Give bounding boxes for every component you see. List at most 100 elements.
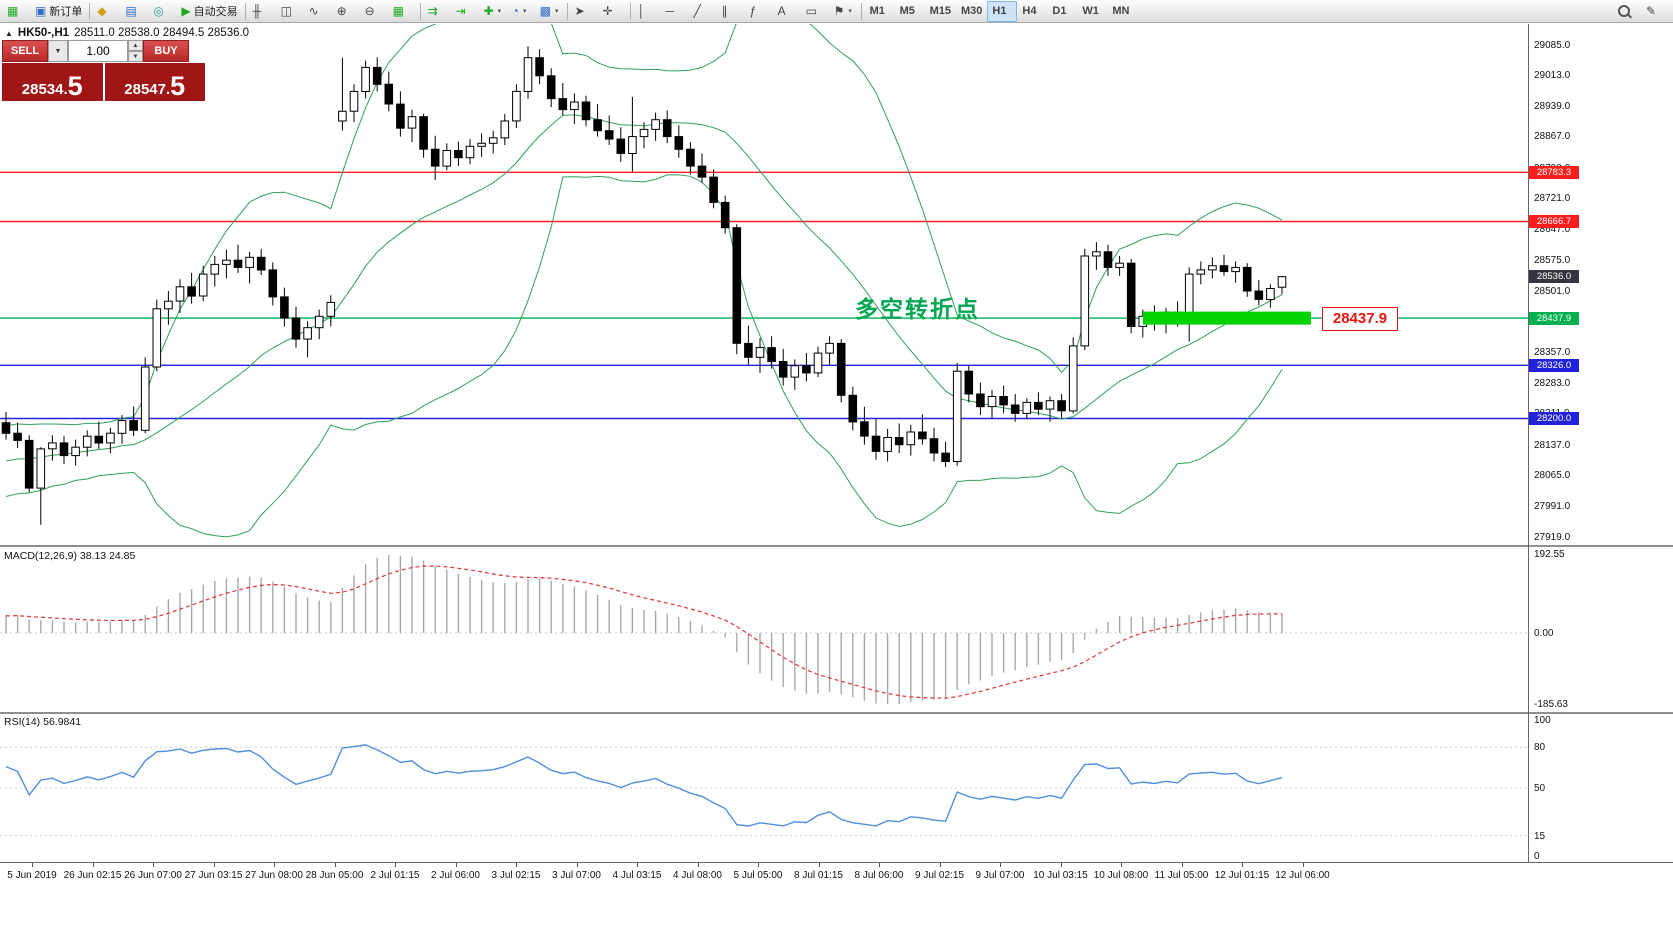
buy-price[interactable]: 28547. 5: [104, 63, 205, 101]
tf-d1-label: D1: [1052, 5, 1067, 17]
cursor-icon: ➤: [574, 4, 585, 18]
buy-button[interactable]: BUY: [143, 40, 189, 62]
text-button[interactable]: A: [774, 1, 802, 22]
chart-shift-icon: ⇥: [455, 4, 466, 18]
sell-price[interactable]: 28534. 5: [2, 63, 103, 101]
rsi-chart[interactable]: [0, 714, 1528, 862]
search-button[interactable]: [1614, 1, 1642, 22]
toolbar-separator: [244, 2, 246, 20]
cursor-button[interactable]: ➤: [571, 1, 599, 22]
volume-increase-button[interactable]: ▲: [128, 40, 143, 51]
quick-edit-button[interactable]: ✎: [1642, 1, 1670, 22]
price-tick: 28867.0: [1534, 131, 1571, 143]
time-tick: [818, 863, 820, 867]
periods-button[interactable]: ◔ ▾: [508, 1, 536, 22]
autotrading-label: 自动交易: [193, 6, 238, 18]
chart-shift-button[interactable]: ⇥: [452, 1, 480, 22]
indicators-list-button[interactable]: ✚ ▾: [480, 1, 508, 22]
arrows-button[interactable]: ⚑ ▾: [830, 1, 858, 22]
text-icon: A: [777, 4, 786, 18]
price-chart[interactable]: [0, 24, 1528, 545]
bar-chart-mode-button[interactable]: ╫: [249, 1, 277, 22]
time-label: 5 Jun 2019: [7, 870, 57, 881]
panel-separator[interactable]: [0, 712, 1673, 714]
zoom-in-icon: ⊕: [336, 4, 347, 18]
tf-h4-button[interactable]: H4: [1017, 1, 1047, 22]
price-tick: 28065.0: [1534, 469, 1571, 481]
auto-scroll-button[interactable]: ⇉: [424, 1, 452, 22]
toolbar-separator: [860, 2, 862, 20]
templates-button[interactable]: ▩ ▾: [536, 1, 564, 22]
volume-decrease-button[interactable]: ▼: [128, 51, 143, 62]
zoom-out-button[interactable]: ⊖: [361, 1, 389, 22]
price-level-badge: 28536.0: [1529, 270, 1579, 284]
order-type-dropdown[interactable]: ▼: [48, 40, 68, 62]
highlight-zone[interactable]: [1143, 311, 1311, 325]
one-click-trading-toggle-icon[interactable]: ▲: [5, 28, 13, 38]
equidistant-channel-icon: ∥: [721, 4, 728, 18]
chevron-down-icon: ▼: [54, 47, 62, 55]
periods-icon: ◔: [511, 4, 519, 18]
tf-mn-button[interactable]: MN: [1107, 1, 1137, 22]
time-tick: [334, 863, 336, 867]
tf-d1-button[interactable]: D1: [1047, 1, 1077, 22]
crosshair-button[interactable]: ✛: [599, 1, 627, 22]
tile-windows-button[interactable]: ▦: [389, 1, 417, 22]
navigator-button[interactable]: ◎: [149, 1, 177, 22]
navigator-icon: ◎: [153, 4, 164, 18]
symbol-period-label: HK50-,H1: [17, 27, 70, 39]
volume-input[interactable]: [68, 40, 128, 62]
tf-m15-button[interactable]: M15: [925, 1, 956, 22]
sell-button[interactable]: SELL: [2, 40, 48, 62]
time-tick: [1181, 863, 1183, 867]
new-chart-button[interactable]: ▦: [3, 1, 31, 22]
profiles-button[interactable]: ◆: [93, 1, 121, 22]
time-label: 10 Jul 08:00: [1093, 870, 1149, 881]
panel-separator[interactable]: [0, 545, 1673, 547]
price-level-badge: 28783.3: [1529, 165, 1579, 179]
equidistant-channel-button[interactable]: ∥: [718, 1, 746, 22]
time-tick: [455, 863, 457, 867]
chevron-down-icon: ▾: [554, 8, 559, 15]
macd-value: 38.13: [79, 550, 107, 562]
tf-w1-button[interactable]: W1: [1077, 1, 1107, 22]
tf-m15-label: M15: [929, 5, 951, 17]
autotrading-button[interactable]: ▶ 自动交易: [177, 1, 241, 22]
ohlc-values: 28511.0 28538.0 28494.5 28536.0: [74, 27, 250, 39]
candlestick-mode-button[interactable]: ◫: [277, 1, 305, 22]
time-label: 26 Jun 07:00: [124, 870, 182, 881]
vertical-line-button[interactable]: │: [634, 1, 662, 22]
toolbar-separator: [89, 2, 91, 20]
toolbar: ▦ ▣ 新订单 ◆ ▤ ◎ ▶ 自动交易 ╫ ◫ ∿ ⊕ ⊖ ▦ ⇉ ⇥ ✚ ▾ ◔ ▾ ▩ ▾ ➤ ✛ │ ─ ╱ ∥ ƒ A ▭ ⚑ ▾ M1…: [0, 0, 1673, 23]
sell-price-main: 28534.: [21, 80, 68, 98]
macd-chart[interactable]: [0, 547, 1528, 712]
data-window-button[interactable]: ▤: [121, 1, 149, 22]
rsi-line: [5, 744, 1283, 827]
price-tick: 28357.0: [1534, 346, 1571, 358]
tf-m5-label: M5: [899, 5, 915, 17]
time-axis-border: [0, 862, 1673, 863]
tf-m30-button[interactable]: M30: [956, 1, 987, 22]
line-chart-mode-button[interactable]: ∿: [305, 1, 333, 22]
rsi-scale-label: 50: [1534, 783, 1546, 794]
rsi-scale-label: 100: [1534, 715, 1551, 726]
horizontal-line-button[interactable]: ─: [662, 1, 690, 22]
chevron-down-icon: ▾: [522, 8, 527, 15]
tf-m5-button[interactable]: M5: [895, 1, 925, 22]
rsi-title: RSI(14) 56.9841: [4, 716, 82, 728]
price-level-badge: 28437.9: [1529, 311, 1579, 325]
tf-h4-label: H4: [1022, 5, 1037, 17]
text-label-button[interactable]: ▭: [802, 1, 830, 22]
macd-signal-line: [5, 565, 1282, 699]
buy-price-main: 28547.: [124, 80, 171, 98]
trendline-button[interactable]: ╱: [690, 1, 718, 22]
tf-mn-label: MN: [1112, 5, 1130, 17]
tf-h1-button[interactable]: H1: [987, 0, 1018, 22]
new-order-button[interactable]: ▣ 新订单: [31, 1, 86, 22]
zoom-in-button[interactable]: ⊕: [333, 1, 361, 22]
tf-m30-label: M30: [960, 5, 983, 17]
fibonacci-retracement-button[interactable]: ƒ: [746, 1, 774, 22]
price-tick: 28721.0: [1534, 193, 1571, 205]
time-tick: [1000, 863, 1001, 867]
tf-m1-button[interactable]: M1: [865, 1, 895, 22]
